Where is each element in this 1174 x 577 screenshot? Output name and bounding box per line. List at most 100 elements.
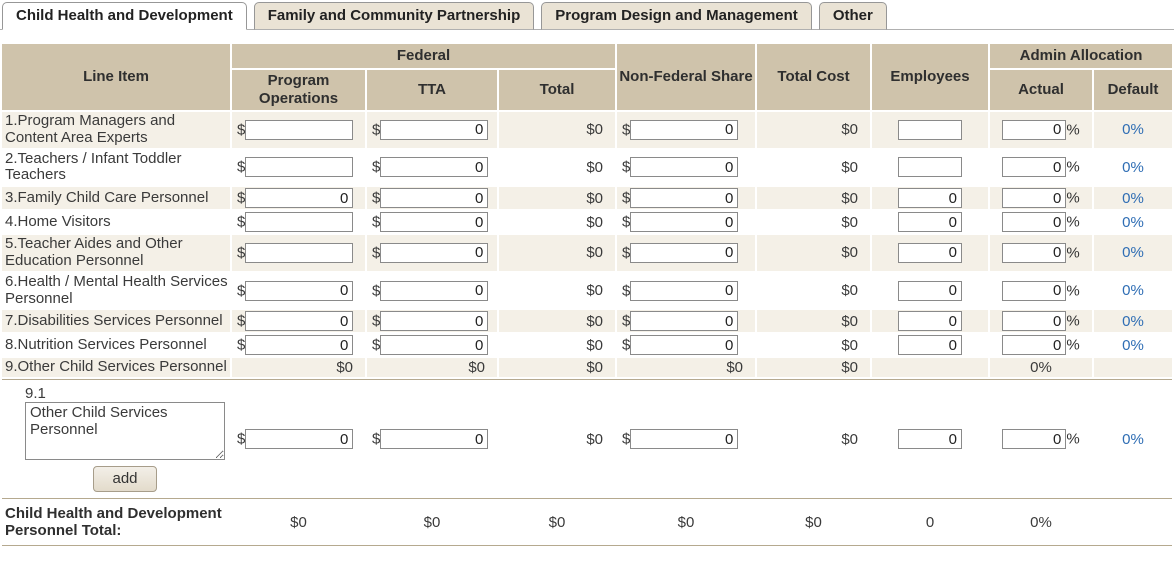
add-line-item-button[interactable]: add [93,466,157,493]
program-operations-input[interactable] [245,188,354,209]
program-operations-total: $0 [290,513,307,531]
employees-input[interactable] [898,212,963,233]
default-percent-link[interactable]: 0% [1122,121,1144,139]
total-cost-value: $0 [841,213,859,231]
dollar-sign: $ [622,244,631,262]
dollar-sign: $ [372,430,381,448]
program-operations-input[interactable] [245,242,354,263]
tta-input[interactable] [380,188,489,209]
dollar-sign: $ [372,336,381,354]
employees-input[interactable] [898,280,963,301]
dollar-sign: $ [622,189,631,207]
col-header-non-federal-share: Non-Federal Share [617,44,756,110]
table-row: 4.Home Visitors $ $ $0 $ $0 % 0% [2,211,1172,233]
tta-input[interactable] [380,311,489,332]
program-operations-input[interactable] [245,429,354,450]
default-percent-link[interactable]: 0% [1122,244,1144,262]
tta-input[interactable] [380,212,489,233]
employees-input[interactable] [898,335,963,356]
actual-percent-input[interactable] [1002,157,1067,178]
table-row: 8.Nutrition Services Personnel $ $ $0 $ … [2,334,1172,356]
actual-percent-total: 0% [1030,513,1052,531]
actual-percent-input[interactable] [1002,311,1067,332]
tta-input[interactable] [380,119,489,140]
program-operations-input[interactable] [245,212,354,233]
program-operations-input[interactable] [245,335,354,356]
tta-input[interactable] [380,242,489,263]
employees-input[interactable] [898,157,963,178]
dollar-sign: $ [237,312,246,330]
total-cost-value: $0 [757,310,871,333]
dollar-sign: $ [372,189,381,207]
actual-percent-input[interactable] [1002,188,1067,209]
line-item-label: 1.Program Managers and Content Area Expe… [2,112,230,148]
program-operations-input[interactable] [245,119,354,140]
tta-input[interactable] [380,280,489,301]
tab-program-design-and-management[interactable]: Program Design and Management [541,2,812,30]
dollar-sign: $ [372,244,381,262]
non-federal-share-input[interactable] [630,242,739,263]
tab-child-health-and-development[interactable]: Child Health and Development [2,2,247,30]
tta-input[interactable] [380,335,489,356]
default-percent-link[interactable]: 0% [1122,336,1144,354]
non-federal-share-input[interactable] [630,429,739,450]
table-row-9-other-child-services: 9.Other Child Services Personnel $0 $0 $… [2,358,1173,378]
percent-sign: % [1066,336,1080,354]
employees-input[interactable] [898,188,963,209]
program-operations-input[interactable] [245,280,354,301]
total-cost-value: $0 [757,358,871,378]
default-percent-link[interactable]: 0% [1122,430,1144,448]
dollar-sign: $ [622,336,631,354]
total-cost-value: $0 [841,336,859,354]
line-item-label: 3.Family Child Care Personnel [2,187,230,210]
default-percent-link[interactable]: 0% [1122,189,1144,207]
federal-total-value: $0 [499,310,616,333]
non-federal-share-input[interactable] [630,119,739,140]
col-header-total-cost: Total Cost [757,44,871,110]
default-percent-total [1094,501,1172,543]
non-federal-share-input[interactable] [630,157,739,178]
program-operations-input[interactable] [245,157,354,178]
actual-percent-input[interactable] [1002,280,1067,301]
separator [2,379,1173,381]
actual-percent-input[interactable] [1002,335,1067,356]
non-federal-share-input[interactable] [630,188,739,209]
other-personnel-name-textarea[interactable]: Other Child Services Personnel [25,402,225,461]
default-percent-link[interactable]: 0% [1122,312,1144,330]
col-header-total: Total [499,70,616,110]
actual-percent-input[interactable] [1002,119,1067,140]
default-percent-link[interactable]: 0% [1122,282,1144,300]
line-item-label: 7.Disabilities Services Personnel [2,310,230,333]
col-header-line-item: Line Item [2,44,230,110]
non-federal-share-input[interactable] [630,280,739,301]
employees-input[interactable] [898,119,963,140]
tta-input[interactable] [380,157,489,178]
default-percent-link[interactable]: 0% [1122,213,1144,231]
non-federal-share-input[interactable] [630,311,739,332]
employees-input[interactable] [898,429,963,450]
dollar-sign: $ [622,430,631,448]
actual-percent-input[interactable] [1002,242,1067,263]
actual-percent-input[interactable] [1002,429,1067,450]
employees-input[interactable] [898,242,963,263]
dollar-sign: $ [237,213,246,231]
non-federal-share-value: $0 [617,358,756,378]
tab-other[interactable]: Other [818,2,887,30]
percent-sign: % [1066,189,1080,207]
table-row: 6.Health / Mental Health Services Person… [2,273,1172,309]
total-cost-total: $0 [805,513,822,531]
employees-input[interactable] [898,311,963,332]
actual-percent-input[interactable] [1002,212,1067,233]
tta-input[interactable] [380,429,489,450]
col-header-program-operations: Program Operations [232,70,365,110]
col-header-tta: TTA [367,70,497,110]
tab-family-and-community-partnership[interactable]: Family and Community Partnership [253,2,535,30]
program-operations-value: $0 [232,358,365,378]
separator [2,545,1173,547]
non-federal-share-input[interactable] [630,212,739,233]
federal-total-value: $0 [499,112,616,148]
program-operations-input[interactable] [245,311,354,332]
default-percent-link[interactable]: 0% [1122,158,1144,176]
non-federal-share-input[interactable] [630,335,739,356]
dollar-sign: $ [372,121,381,139]
